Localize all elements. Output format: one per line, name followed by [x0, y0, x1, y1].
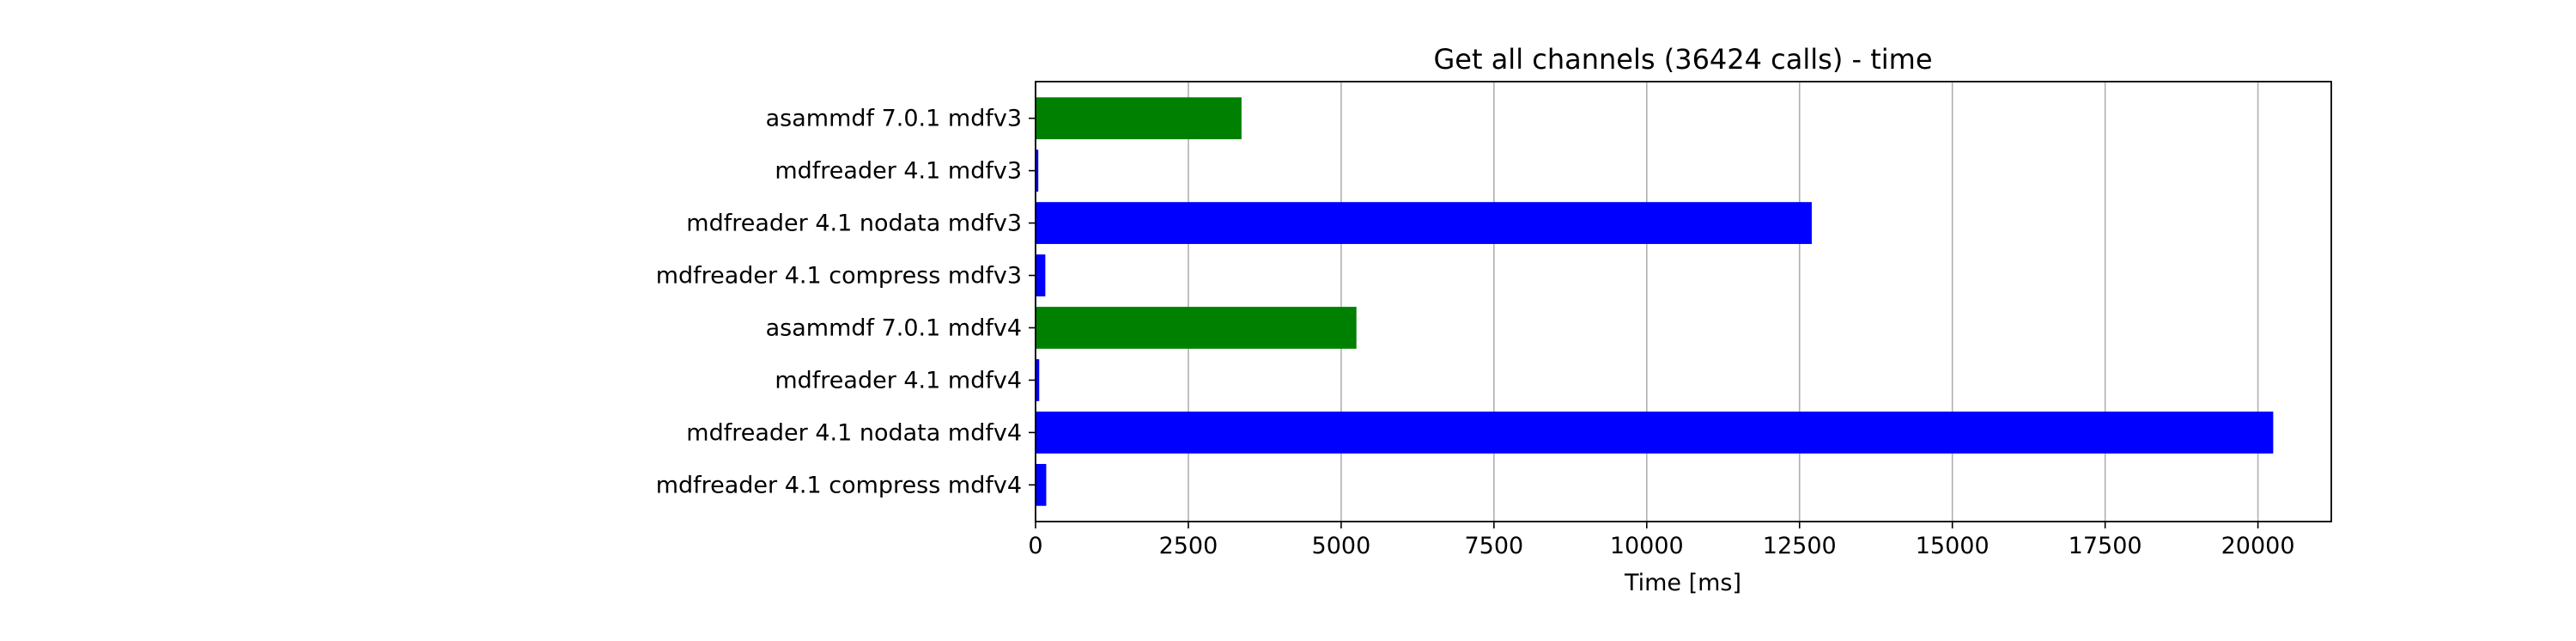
axes — [1029, 81, 2332, 528]
plot-frame — [1035, 81, 2332, 522]
x-tick-label: 20000 — [2221, 533, 2295, 559]
bar — [1036, 359, 1040, 401]
bars — [1036, 97, 2274, 506]
x-axis-label: Time [ms] — [1624, 570, 1741, 596]
x-tick-label: 2500 — [1159, 533, 1218, 559]
x-tick-label: 12500 — [1763, 533, 1837, 559]
x-tick-labels: 0 2500 5000 7500 10000 12500 15000 17500 20000 — [1028, 533, 2294, 559]
y-tick-label: mdfreader 4.1 compress mdfv4 — [656, 472, 1022, 498]
bar — [1036, 307, 1357, 349]
x-tick-label: 10000 — [1610, 533, 1684, 559]
x-tick-label: 17500 — [2069, 533, 2142, 559]
bar — [1036, 150, 1039, 192]
bar — [1036, 463, 1047, 506]
y-tick-label: mdfreader 4.1 nodata mdfv4 — [686, 419, 1022, 446]
y-tick-label: mdfreader 4.1 mdfv3 — [775, 158, 1022, 185]
x-tick-label: 15000 — [1916, 533, 1990, 559]
bar — [1036, 202, 1812, 244]
y-tick-label: mdfreader 4.1 compress mdfv3 — [656, 263, 1022, 290]
y-tick-label: mdfreader 4.1 mdfv4 — [775, 367, 1022, 394]
chart-title: Get all channels (36424 calls) - time — [1433, 43, 1932, 76]
y-tick-label: asammdf 7.0.1 mdfv3 — [766, 106, 1022, 132]
bar — [1036, 254, 1046, 296]
x-tick-label: 7500 — [1464, 533, 1523, 559]
y-tick-labels: asammdf 7.0.1 mdfv3 mdfreader 4.1 mdfv3 md… — [656, 106, 1022, 499]
y-tick-label: mdfreader 4.1 nodata mdfv3 — [686, 211, 1022, 237]
y-tick-label: asammdf 7.0.1 mdfv4 — [766, 314, 1022, 341]
x-tick-label: 0 — [1028, 533, 1042, 559]
x-tick-label: 5000 — [1312, 533, 1371, 559]
bar — [1036, 97, 1242, 140]
bar — [1036, 412, 2274, 454]
